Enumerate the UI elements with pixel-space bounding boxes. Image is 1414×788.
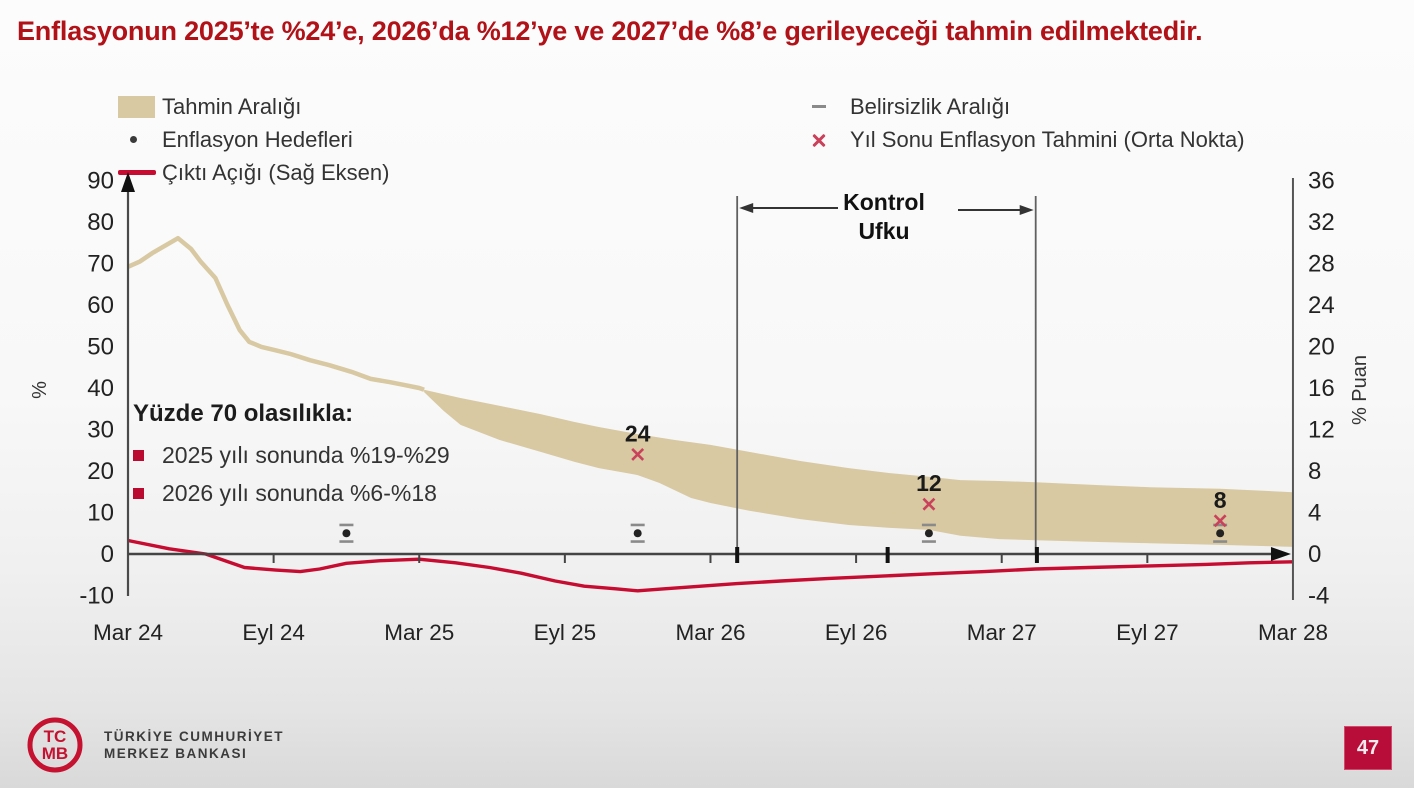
logo-monogram-top: TC — [44, 727, 67, 746]
year-end-forecast-marker: 12 — [916, 470, 942, 511]
inflation-target-marker — [339, 523, 354, 543]
left-axis-tick-label: 80 — [87, 209, 114, 236]
right-axis-tick-label: 8 — [1308, 458, 1321, 485]
bank-name-line2: MERKEZ BANKASI — [104, 746, 248, 761]
page-number: 47 — [1356, 736, 1380, 759]
left-axis-tick-label: 10 — [87, 500, 114, 527]
x-axis-tick-label: Mar 28 — [1258, 620, 1328, 645]
left-axis-tick-label: 40 — [87, 375, 114, 402]
left-axis-tick-label: -10 — [79, 583, 114, 610]
right-axis-tick-label: -4 — [1308, 583, 1329, 610]
realized-inflation-line — [127, 235, 425, 392]
x-axis-tick-label: Eyl 25 — [534, 620, 597, 645]
bullet-square-icon — [133, 450, 144, 461]
right-axis-tick-label: 28 — [1308, 251, 1335, 278]
band-swatch-icon — [118, 95, 162, 118]
right-axis-tick-label: 20 — [1308, 334, 1335, 361]
x-axis-tick-label: Eyl 26 — [825, 620, 888, 645]
forecast-band-area — [424, 389, 1294, 547]
note-text: 2025 yılı sonunda %19-%29 — [162, 442, 450, 468]
left-axis-tick-label: 90 — [87, 168, 114, 195]
legend-label: Çıktı Açığı (Sağ Eksen) — [162, 159, 390, 185]
x-axis-tick-label: Eyl 27 — [1116, 620, 1179, 645]
logo-monogram-bottom: MB — [42, 744, 68, 763]
line-swatch-icon — [118, 170, 162, 175]
x-axis-tick-label: Mar 26 — [675, 620, 745, 645]
right-axis-tick-label: 0 — [1308, 541, 1321, 568]
right-axis-title: % Puan — [1349, 355, 1371, 425]
left-axis-tick-label: 30 — [87, 417, 114, 444]
axis-arrow-up-icon — [121, 172, 135, 192]
x-axis-tick-label: Eyl 24 — [242, 620, 305, 645]
bullet-square-icon — [133, 488, 144, 499]
bank-name-line1: TÜRKİYE CUMHURİYET — [104, 729, 285, 744]
forecast-value-label: 24 — [625, 420, 651, 446]
control-horizon-line1: Kontrol — [843, 189, 925, 215]
left-axis-title: % — [29, 381, 51, 399]
tcmb-logo: TC MB TÜRKİYE CUMHURİYET MERKEZ BANKASI — [22, 714, 284, 776]
legend-item-output-gap: Çıktı Açığı (Sağ Eksen) — [118, 156, 389, 189]
bank-name: TÜRKİYE CUMHURİYET MERKEZ BANKASI — [104, 728, 284, 762]
legend-label: Belirsizlik Aralığı — [850, 93, 1011, 119]
left-axis-tick-label: 0 — [101, 541, 114, 568]
dash-swatch-icon — [806, 105, 850, 108]
left-axis-tick-label: 50 — [87, 334, 114, 361]
inflation-target-marker — [921, 523, 936, 543]
legend-left: Tahmin Aralığı Enflasyon Hedefleri Çıktı… — [118, 90, 389, 189]
legend-item-inflation-targets: Enflasyon Hedefleri — [118, 123, 389, 156]
axis-arrow-right-icon — [1270, 547, 1291, 561]
control-horizon-label: Kontrol Ufku — [809, 188, 959, 246]
right-axis-tick-label: 24 — [1308, 292, 1335, 319]
forecast-value-label: 8 — [1214, 487, 1227, 513]
dot-swatch-icon — [118, 136, 162, 143]
legend-item-forecast-band: Tahmin Aralığı — [118, 90, 389, 123]
left-axis-tick-label: 60 — [87, 292, 114, 319]
note-heading: Yüzde 70 olasılıkla: — [133, 400, 354, 427]
legend-label: Yıl Sonu Enflasyon Tahmini (Orta Nokta) — [850, 126, 1245, 152]
page-title: Enflasyonun 2025’te %24’e, 2026’da %12’y… — [17, 16, 1203, 46]
right-axis-tick-label: 36 — [1308, 168, 1335, 195]
legend-item-year-end-forecast: Yıl Sonu Enflasyon Tahmini (Orta Nokta) — [806, 123, 1245, 156]
output-gap-line — [127, 538, 1294, 593]
x-axis-tick-label: Mar 27 — [967, 620, 1037, 645]
x-axis-tick-label: Mar 25 — [384, 620, 454, 645]
note-text: 2026 yılı sonunda %6-%18 — [162, 480, 437, 506]
legend-item-uncertainty-band: Belirsizlik Aralığı — [806, 90, 1245, 123]
year-end-forecast-marker: 8 — [1213, 487, 1227, 528]
tcmb-emblem-icon: TC MB — [27, 717, 83, 773]
left-axis-tick-label: 20 — [87, 458, 114, 485]
legend-label: Tahmin Aralığı — [162, 93, 302, 119]
right-axis-tick-label: 4 — [1308, 500, 1321, 527]
probability-note: Yüzde 70 olasılıkla: 2025 yılı sonunda %… — [133, 400, 450, 518]
note-item-2026: 2026 yılı sonunda %6-%18 — [133, 480, 450, 507]
right-axis-tick-label: 32 — [1308, 209, 1335, 236]
left-axis-tick-label: 70 — [87, 251, 114, 278]
year-end-forecast-marker: 24 — [625, 420, 651, 461]
page-number-badge: 47 — [1344, 726, 1392, 770]
arrow-right-icon — [1019, 205, 1034, 215]
inflation-target-marker — [1213, 523, 1228, 543]
inflation-target-marker — [630, 523, 645, 543]
note-item-2025: 2025 yılı sonunda %19-%29 — [133, 442, 450, 469]
legend-label: Enflasyon Hedefleri — [162, 126, 353, 152]
forecast-value-label: 12 — [916, 470, 942, 496]
x-axis-tick-label: Mar 24 — [93, 620, 163, 645]
right-axis-tick-label: 16 — [1308, 375, 1335, 402]
legend-right: Belirsizlik Aralığı Yıl Sonu Enflasyon T… — [806, 90, 1245, 156]
arrow-left-icon — [739, 203, 754, 213]
control-horizon-line2: Ufku — [858, 218, 910, 244]
right-axis-tick-label: 12 — [1308, 417, 1335, 444]
